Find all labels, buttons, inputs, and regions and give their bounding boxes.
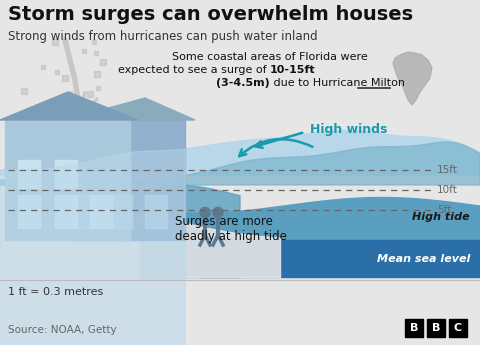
Text: Some coastal areas of Florida were: Some coastal areas of Florida were xyxy=(172,52,368,62)
Polygon shape xyxy=(0,92,138,120)
FancyBboxPatch shape xyxy=(405,319,423,337)
Text: C: C xyxy=(454,323,462,333)
Text: Surges are more: Surges are more xyxy=(175,215,273,228)
Polygon shape xyxy=(55,195,77,228)
Text: Storm surges can overwhelm houses: Storm surges can overwhelm houses xyxy=(8,5,413,24)
Text: Mean sea level: Mean sea level xyxy=(377,254,470,264)
Text: High tide: High tide xyxy=(412,213,470,223)
Polygon shape xyxy=(55,160,77,188)
Polygon shape xyxy=(393,52,432,105)
Polygon shape xyxy=(70,120,185,240)
Text: 5ft: 5ft xyxy=(437,205,451,215)
Text: expected to see a surge of: expected to see a surge of xyxy=(118,65,270,75)
FancyBboxPatch shape xyxy=(427,319,445,337)
Text: 1 ft = 0.3 metres: 1 ft = 0.3 metres xyxy=(8,287,103,297)
FancyBboxPatch shape xyxy=(449,319,467,337)
Circle shape xyxy=(213,207,223,217)
Text: 15ft: 15ft xyxy=(437,165,458,175)
Polygon shape xyxy=(18,195,40,228)
Text: 10ft: 10ft xyxy=(437,185,458,195)
Polygon shape xyxy=(110,195,132,228)
Text: High winds: High winds xyxy=(310,124,387,137)
Text: (3-4.5m): (3-4.5m) xyxy=(216,78,270,88)
Text: 10-15ft: 10-15ft xyxy=(270,65,316,75)
Polygon shape xyxy=(75,195,97,228)
Text: Source: NOAA, Getty: Source: NOAA, Getty xyxy=(8,325,117,335)
Polygon shape xyxy=(5,120,130,240)
Text: B: B xyxy=(432,323,440,333)
Polygon shape xyxy=(65,98,195,120)
Circle shape xyxy=(200,207,210,217)
Text: due to Hurricane Milton: due to Hurricane Milton xyxy=(270,78,405,88)
Text: Strong winds from hurricanes can push water inland: Strong winds from hurricanes can push wa… xyxy=(8,30,318,43)
Polygon shape xyxy=(90,195,112,228)
Polygon shape xyxy=(145,195,167,228)
Polygon shape xyxy=(18,160,40,188)
Text: B: B xyxy=(410,323,418,333)
Text: deadly at high tide: deadly at high tide xyxy=(175,230,287,243)
